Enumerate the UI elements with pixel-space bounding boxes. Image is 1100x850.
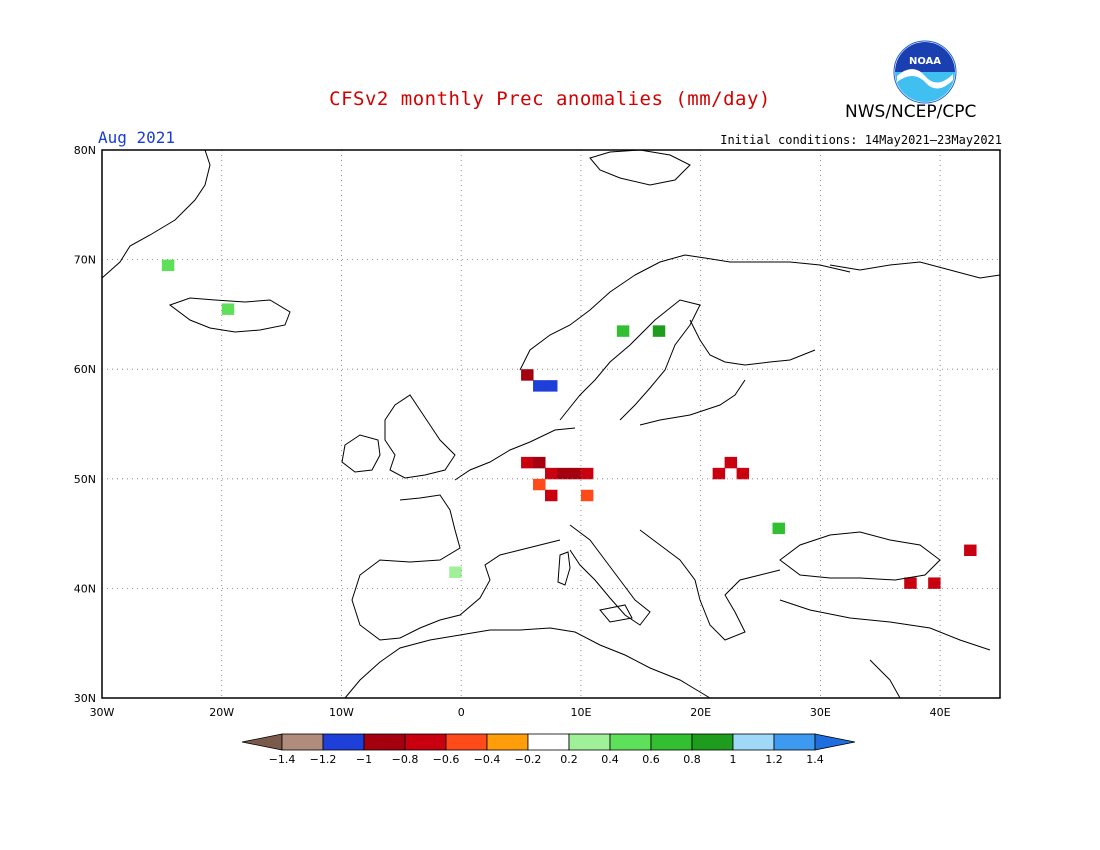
anomaly-cell — [521, 456, 534, 469]
legend-label: −0.4 — [474, 753, 501, 766]
anomaly-cell — [652, 325, 666, 337]
legend-swatch — [281, 733, 324, 751]
legend-label: −0.2 — [515, 753, 542, 766]
noaa-logo-icon: NOAA — [893, 40, 957, 104]
legend-swatch — [773, 733, 816, 751]
legend-swatch — [568, 733, 611, 751]
legend-swatch — [732, 733, 775, 751]
lon-tick-label: 30W — [90, 706, 115, 719]
legend-label: 0.4 — [601, 753, 619, 766]
lon-tick-label: 30E — [810, 706, 831, 719]
legend-swatch — [527, 733, 570, 751]
legend-arrow-left — [241, 733, 283, 751]
anomaly-cell — [568, 467, 582, 480]
legend-swatch — [322, 733, 365, 751]
legend-swatch — [445, 733, 488, 751]
lat-tick-label: 40N — [74, 582, 96, 595]
anomaly-cell — [724, 456, 738, 469]
legend-label: 1 — [730, 753, 737, 766]
lon-tick-label: 40E — [930, 706, 951, 719]
anomaly-cell — [521, 369, 534, 381]
anomaly-cell — [772, 522, 785, 535]
anomaly-cells — [161, 259, 977, 589]
map-frame — [101, 149, 1001, 699]
legend-swatch — [404, 733, 447, 751]
anomaly-cell — [964, 544, 977, 557]
legend-label: −0.6 — [433, 753, 460, 766]
grid-lines — [102, 150, 1000, 698]
legend-label: 1.2 — [765, 753, 783, 766]
anomaly-cell — [161, 259, 175, 272]
anomaly-cell — [533, 380, 546, 392]
anomaly-cell — [904, 577, 917, 589]
anomaly-cell — [545, 380, 558, 392]
lat-tick-label: 30N — [74, 692, 96, 705]
legend-arrow-right — [814, 733, 856, 751]
anomaly-cell — [580, 489, 594, 502]
lon-tick-label: 10W — [329, 706, 354, 719]
lat-tick-label: 50N — [74, 473, 96, 486]
lat-tick-label: 60N — [74, 363, 96, 376]
anomaly-cell — [449, 566, 462, 578]
color-legend: −1.4 −1.2 −1 −0.8 −0.6 −0.4 −0.2 0.2 0.4 0.6 0.8 1 1… — [241, 733, 856, 766]
legend-label: 0.8 — [683, 753, 701, 766]
legend-label: 0.6 — [642, 753, 660, 766]
lat-tick-label: 70N — [74, 254, 96, 267]
anomaly-cell — [556, 467, 570, 480]
legend-swatch — [650, 733, 693, 751]
legend-swatch — [691, 733, 734, 751]
lon-tick-label: 20E — [690, 706, 711, 719]
anomaly-cell — [736, 467, 750, 480]
anomaly-cell — [616, 325, 630, 337]
lat-tick-label: 80N — [74, 144, 96, 157]
anomaly-cell — [545, 489, 558, 502]
legend-label: −1 — [356, 753, 372, 766]
svg-text:NOAA: NOAA — [909, 56, 941, 67]
legend-label: −1.4 — [269, 753, 296, 766]
coastlines — [101, 149, 1001, 699]
lon-tick-label: 10E — [570, 706, 591, 719]
forecast-month: Aug 2021 — [98, 128, 176, 147]
legend-label: 1.4 — [806, 753, 824, 766]
anomaly-cell — [712, 467, 726, 480]
anomaly-cell — [545, 467, 558, 480]
map-title: CFSv2 monthly Prec anomalies (mm/day) — [329, 88, 771, 110]
anomaly-cell — [580, 467, 594, 480]
anomaly-cell — [221, 303, 235, 315]
legend-label: −1.2 — [310, 753, 337, 766]
lon-tick-label: 0 — [458, 706, 465, 719]
longitude-tick-labels: 30W 20W 10W 0 10E 20E 30E 40E — [90, 706, 951, 719]
lon-tick-label: 20W — [209, 706, 234, 719]
legend-swatch — [363, 733, 406, 751]
legend-swatch — [486, 733, 529, 751]
legend-label: −0.8 — [392, 753, 419, 766]
anomaly-cell — [533, 456, 546, 469]
anomaly-cell — [533, 478, 546, 491]
initial-conditions: Initial conditions: 14May2021–23May2021 — [720, 133, 1002, 147]
legend-swatch — [609, 733, 652, 751]
latitude-tick-labels: 80N 70N 60N 50N 40N 30N — [74, 144, 96, 705]
legend-label: 0.2 — [560, 753, 578, 766]
agency-label: NWS/NCEP/CPC — [845, 102, 977, 122]
anomaly-cell — [928, 577, 941, 589]
